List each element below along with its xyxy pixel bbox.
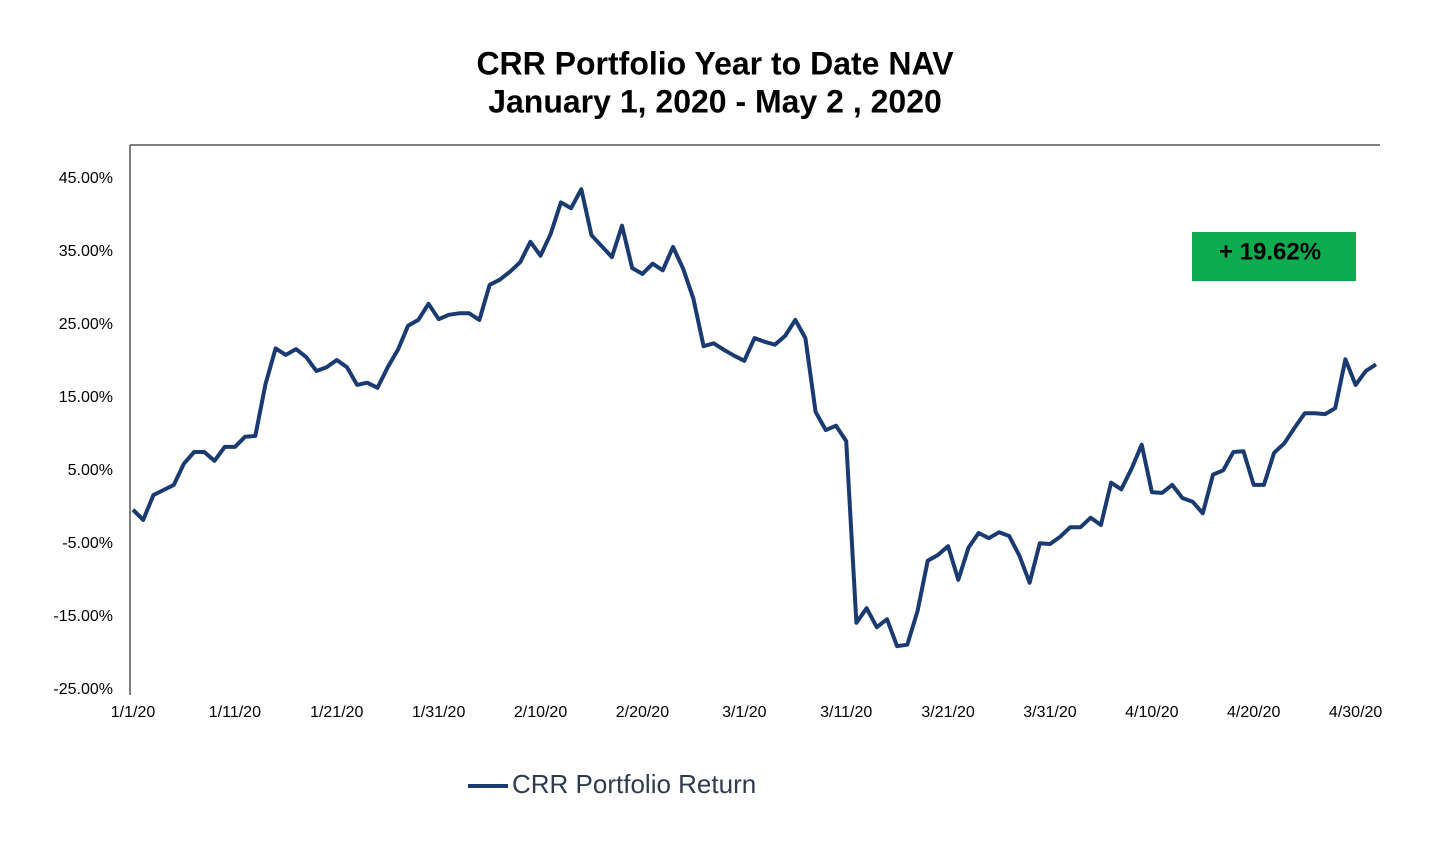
y-tick-label: -25.00% (53, 681, 113, 698)
y-tick-label: 45.00% (59, 170, 113, 187)
series-line (131, 187, 1378, 649)
x-tick-label: 1/21/20 (310, 704, 363, 721)
x-tick-label: 3/1/20 (722, 704, 767, 721)
x-tick-label: 1/11/20 (209, 704, 261, 721)
y-tick-label: 35.00% (59, 243, 113, 260)
x-tick-label: 4/20/20 (1227, 704, 1280, 721)
x-tick-label: 3/31/20 (1023, 704, 1076, 721)
annotation: + 19.62% (1219, 238, 1321, 265)
annotation-box (1192, 232, 1356, 281)
x-tick-label: 1/1/20 (111, 704, 156, 721)
x-tick-label: 4/10/20 (1125, 704, 1178, 721)
x-tick-label: 4/30/20 (1329, 704, 1382, 721)
x-tick-label: 3/21/20 (921, 704, 974, 721)
y-tick-label: 25.00% (59, 316, 113, 333)
y-tick-label: 5.00% (68, 462, 113, 479)
legend-label: CRR Portfolio Return (512, 769, 756, 799)
y-tick-label: 15.00% (59, 389, 113, 406)
x-tick-label: 1/31/20 (412, 704, 465, 721)
chart-subtitle: January 1, 2020 - May 2 , 2020 (488, 83, 942, 119)
chart-title: CRR Portfolio Year to Date NAV (476, 45, 954, 81)
x-tick-label: 3/11/20 (820, 704, 872, 721)
x-tick-label: 2/20/20 (616, 704, 669, 721)
y-tick-label: -15.00% (53, 608, 113, 625)
y-tick-label: -5.00% (62, 535, 113, 552)
x-tick-label: 2/10/20 (514, 704, 567, 721)
